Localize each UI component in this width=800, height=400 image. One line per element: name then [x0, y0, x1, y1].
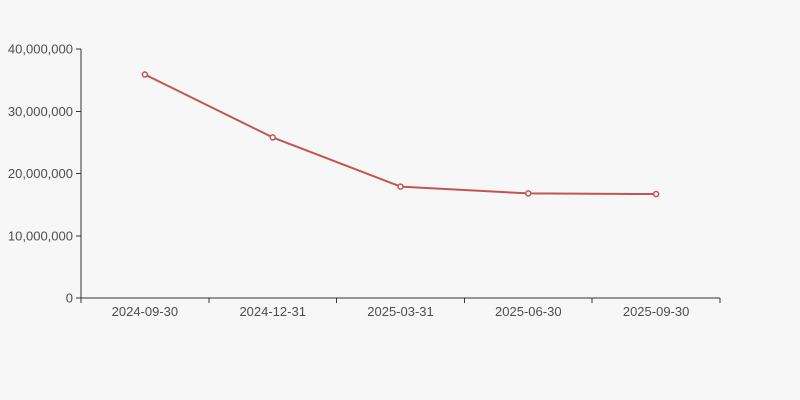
x-axis-tick-label: 2024-09-30: [112, 304, 179, 319]
x-axis-tick-label: 2025-09-30: [623, 304, 690, 319]
y-axis-tick-label: 0: [66, 291, 73, 306]
y-axis-tick-label: 40,000,000: [8, 42, 73, 57]
data-point-marker: [652, 190, 660, 198]
x-axis-tick-label: 2025-06-30: [495, 304, 562, 319]
y-axis-tick-label: 20,000,000: [8, 166, 73, 181]
data-point-marker: [269, 134, 276, 141]
x-axis-tick-label: 2024-12-31: [239, 304, 306, 319]
data-point-marker: [141, 71, 149, 78]
x-axis-tick-label: 2025-03-31: [367, 304, 434, 319]
data-point-marker: [525, 190, 532, 197]
data-point-marker: [397, 183, 404, 190]
y-axis-tick-label: 30,000,000: [8, 104, 73, 119]
y-axis-tick-label: 10,000,000: [8, 228, 73, 243]
